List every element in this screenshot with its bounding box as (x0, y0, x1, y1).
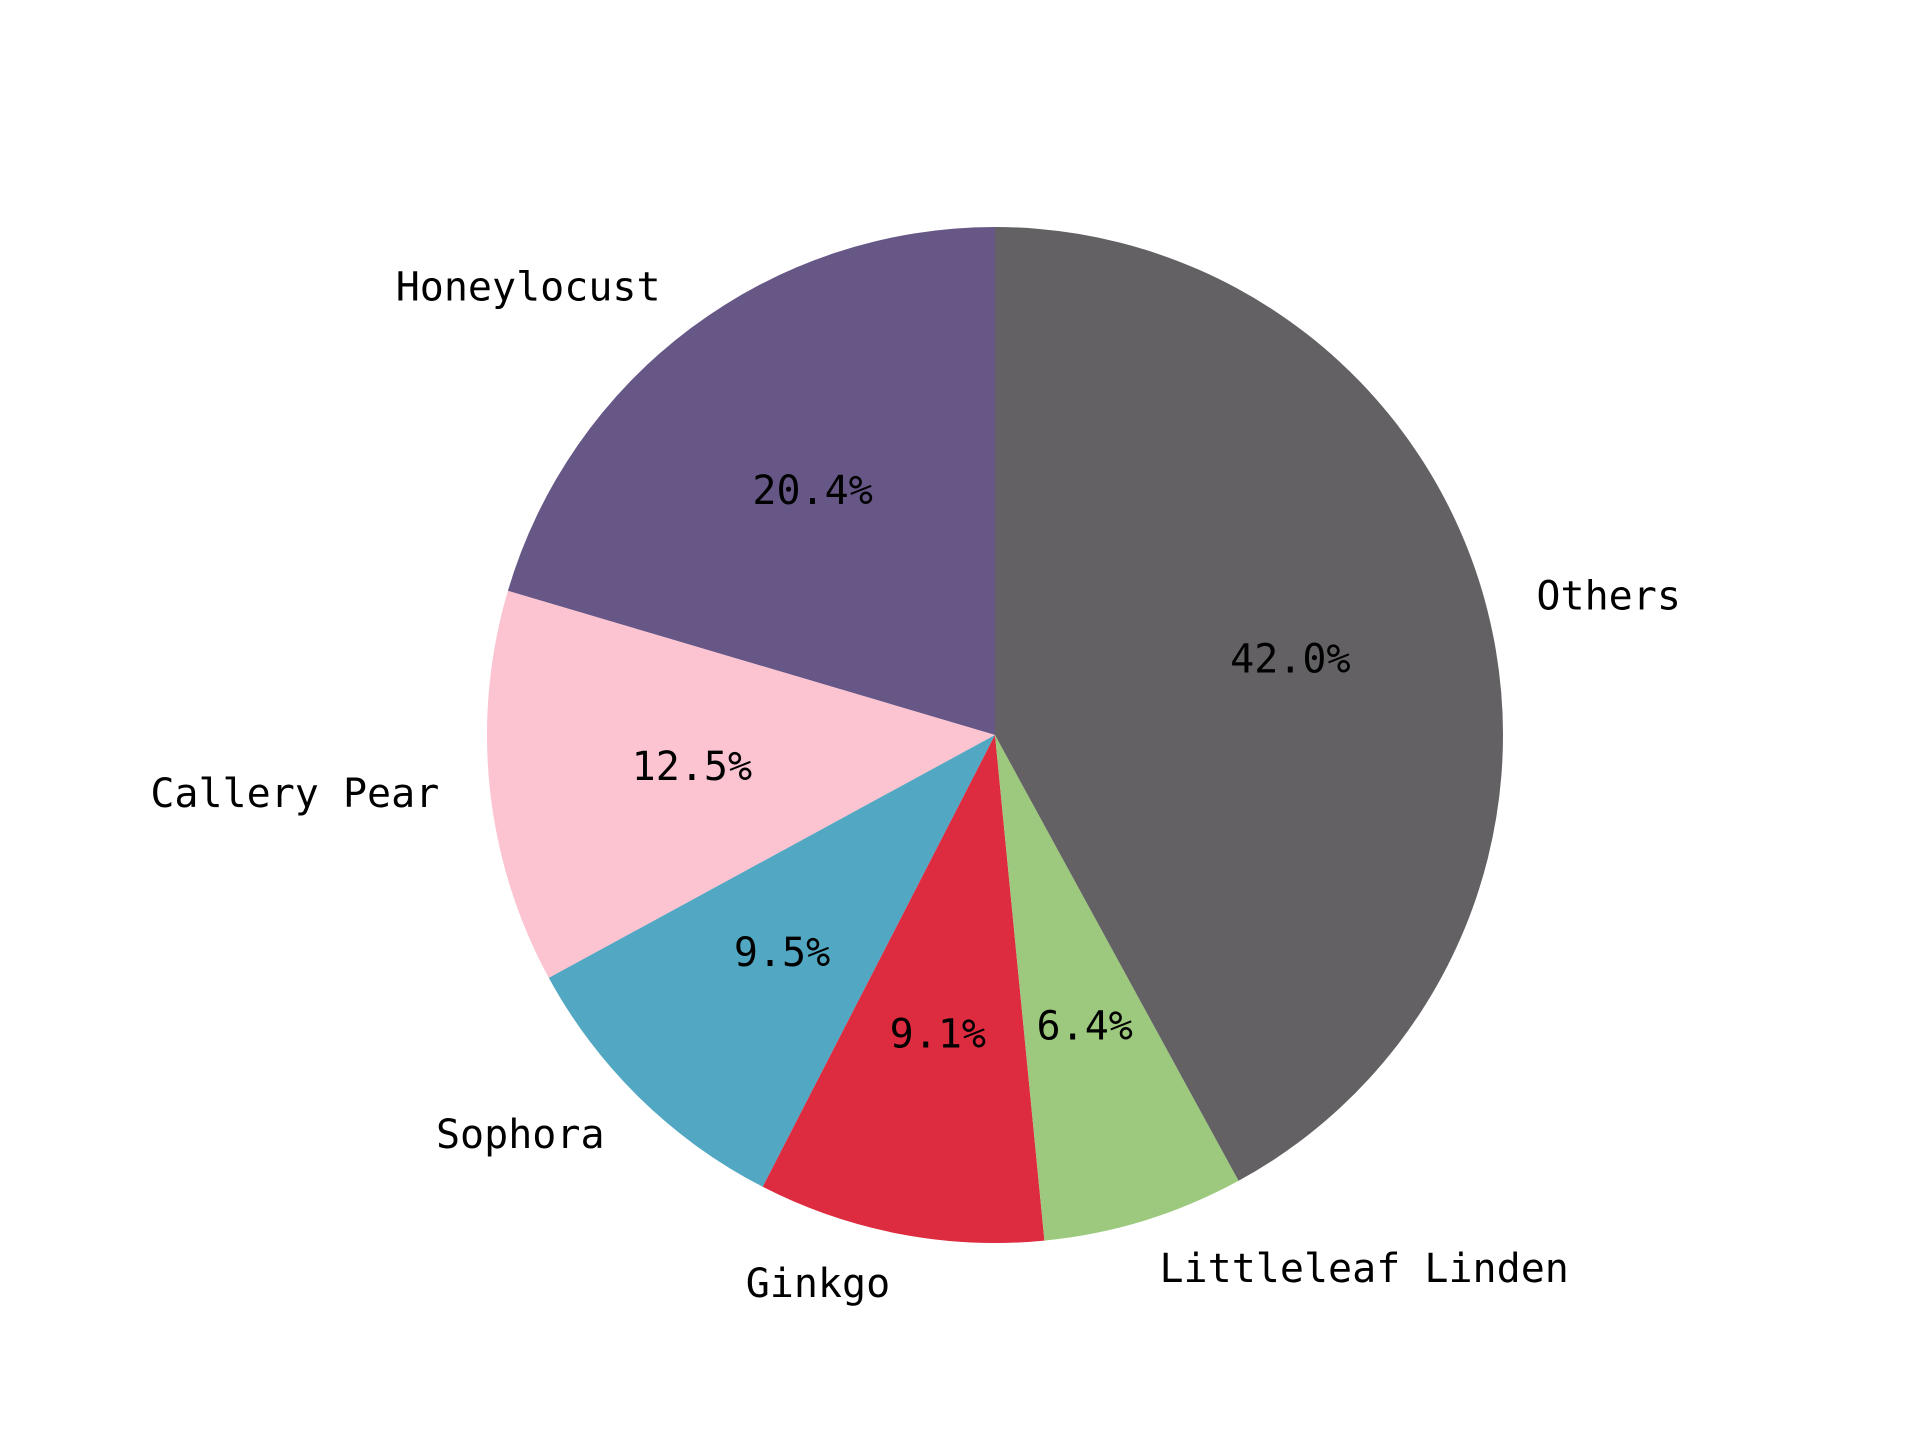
percent-label-sophora: 9.5% (734, 930, 830, 976)
percent-label-ginkgo: 9.1% (890, 1011, 986, 1057)
pie-slices (487, 227, 1503, 1243)
slice-label-littleleaf-linden: Littleleaf Linden (1159, 1246, 1568, 1292)
percent-label-littleleaf-linden: 6.4% (1037, 1003, 1133, 1049)
pie-slice-ginkgo (762, 735, 1045, 1243)
percent-label-others: 42.0% (1230, 637, 1350, 683)
slice-label-others: Others (1536, 574, 1681, 620)
pie-slice-honeylocust (507, 227, 995, 735)
slice-labels: Honeylocust Callery Pear Sophora Ginkgo Litt… (150, 264, 1681, 1307)
percent-labels: 20.4% 12.5% 9.5% 9.1% 6.4% 42.0% (632, 468, 1351, 1058)
pie-slice-littleleaf-linden (995, 735, 1239, 1241)
pie-slice-callery-pear (487, 590, 995, 978)
slice-label-sophora: Sophora (436, 1112, 605, 1158)
slice-label-callery-pear: Callery Pear (150, 771, 439, 817)
pie-slice-others (995, 227, 1503, 1181)
slice-label-ginkgo: Ginkgo (746, 1261, 891, 1307)
percent-label-callery-pear: 12.5% (632, 744, 752, 790)
percent-label-honeylocust: 20.4% (752, 468, 872, 514)
pie-slice-sophora (548, 735, 995, 1187)
slice-label-honeylocust: Honeylocust (396, 264, 661, 310)
